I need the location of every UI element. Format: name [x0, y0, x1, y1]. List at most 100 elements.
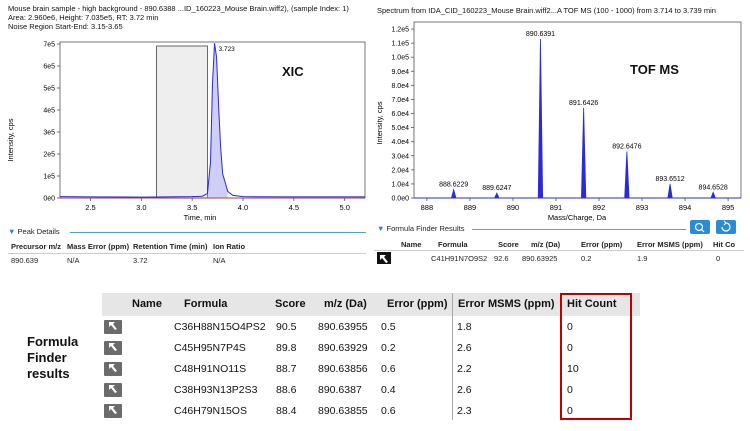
ff-big-row[interactable]: C38H93N13P2S3 88.6 890.6387 0.4 2.6 0	[102, 380, 640, 401]
arrow-icon	[109, 364, 117, 372]
ff-big-row[interactable]: C36H88N15O4PS2 90.5 890.63955 0.5 1.8 0	[102, 317, 640, 338]
ffb-cell-error-msms: 1.8	[457, 321, 472, 333]
ffb-cell-error: 0.6	[381, 363, 396, 375]
xic-title-line3: Noise Region Start-End: 3.15-3.65	[8, 22, 123, 31]
zoom-button[interactable]	[690, 220, 710, 234]
tof-xtick-label: 893	[636, 203, 649, 212]
tof-peak-label: 893.6512	[655, 176, 684, 183]
tof-peak	[537, 38, 544, 199]
peak-details-header[interactable]: ▼ Peak Details	[8, 227, 60, 237]
ffb-cell-formula: C36H88N15O4PS2	[174, 321, 266, 333]
ffb-cell-mz: 890.63855	[318, 405, 368, 417]
tof-peak	[493, 192, 500, 199]
collapse-triangle-icon[interactable]: ▼	[8, 227, 16, 236]
ffb-header-hit-count: Hit Count	[567, 298, 617, 310]
ffs-header-formula: Formula	[438, 240, 468, 249]
tof-label: TOF MS	[630, 62, 679, 77]
xic-ytick-label: 7e5	[43, 42, 55, 49]
xic-xtick-label: 4.5	[289, 203, 299, 212]
ffs-cell-mz: 890.63925	[522, 254, 558, 263]
row-select-button[interactable]	[104, 383, 122, 397]
arrow-icon	[380, 255, 388, 263]
ffb-header-error: Error (ppm)	[387, 298, 448, 310]
ff-big-table: Name Formula Score m/z (Da) Error (ppm) …	[102, 293, 640, 420]
caption-line1: Formula	[27, 334, 79, 349]
row-select-button[interactable]	[104, 362, 122, 376]
arrow-icon	[109, 385, 117, 393]
tof-ytick-label: 1.2e5	[391, 27, 409, 34]
ffb-cell-formula: C38H93N13P2S3	[174, 384, 258, 396]
tof-peak-label: 888.6229	[439, 182, 468, 189]
pd-header-mass-error: Mass Error (ppm)	[67, 242, 130, 251]
tof-ytick-label: 5.0e4	[391, 125, 409, 132]
tof-peak	[581, 107, 587, 199]
ffb-cell-formula: C46H79N15OS	[174, 405, 247, 417]
ff-big-row[interactable]: C45H95N7P4S 89.8 890.63929 0.2 2.6 0	[102, 338, 640, 359]
ffs-header-score: Score	[498, 240, 519, 249]
caption: Formula Finder results	[27, 334, 78, 382]
xic-chart: Intensity, cps 7e56e55e54e53e52e51e50e0 …	[6, 42, 366, 222]
pd-cell-precursor: 890.639	[11, 256, 39, 265]
row-select-button[interactable]	[377, 252, 391, 264]
tof-peak-label: 891.6426	[569, 100, 598, 107]
row-select-button[interactable]	[104, 341, 122, 355]
ffb-cell-mz: 890.63856	[318, 363, 368, 375]
pd-header-precursor: Precursor m/z	[11, 242, 62, 251]
ffb-header-formula: Formula	[184, 298, 228, 310]
tof-ytick-label: 8.0e4	[391, 83, 409, 90]
tof-peak	[450, 187, 457, 199]
tof-xtick-label: 891	[550, 203, 563, 212]
ffs-cell-hit-count: 0	[716, 254, 721, 263]
row-select-button[interactable]	[104, 404, 122, 418]
caption-line3: results	[27, 366, 70, 381]
ff-big-header-row: Name Formula Score m/z (Da) Error (ppm) …	[102, 294, 640, 315]
ffb-cell-score: 88.6	[276, 384, 297, 396]
ffb-cell-hit-count: 0	[567, 321, 573, 333]
ffs-cell-error-msms: 1.9	[637, 254, 648, 263]
ffb-cell-score: 88.7	[276, 363, 297, 375]
collapse-triangle-icon[interactable]: ▼	[377, 224, 385, 233]
pd-header-rt: Retention Time (min)	[133, 242, 208, 251]
ffs-header-error: Error (ppm)	[581, 240, 623, 249]
ffb-cell-score: 89.8	[276, 342, 297, 354]
xic-ytick-label: 5e5	[43, 86, 55, 93]
tof-peak	[624, 151, 630, 199]
ff-big-row[interactable]: C48H91NO11S 88.7 890.63856 0.6 2.2 10	[102, 359, 640, 380]
ffs-header-name: Name	[401, 240, 422, 249]
row-select-button[interactable]	[104, 320, 122, 334]
ff-small-header[interactable]: ▼ Formula Finder Results	[377, 224, 464, 234]
tof-ytick-label: 1.0e5	[391, 55, 409, 62]
tof-ytick-label: 3.0e4	[391, 153, 409, 160]
ffb-cell-hit-count: 0	[567, 405, 573, 417]
tof-ytick-label: 0.0e0	[391, 196, 409, 203]
tof-ytick-label: 7.0e4	[391, 97, 409, 104]
ff-small-title: Formula Finder Results	[386, 224, 465, 233]
pd-cell-mass-error: N/A	[67, 256, 80, 265]
ffb-cell-hit-count: 0	[567, 384, 573, 396]
ffb-cell-error: 0.4	[381, 384, 396, 396]
tof-ytick-label: 1.0e4	[391, 181, 409, 188]
xic-xtick-label: 5.0	[339, 203, 349, 212]
ff-big-row[interactable]: C46H79N15OS 88.4 890.63855 0.6 2.3 0	[102, 401, 640, 422]
xic-ytick-label: 2e5	[43, 152, 55, 159]
tof-ytick-label: 9.0e4	[391, 69, 409, 76]
xic-ylabel: Intensity, cps	[6, 118, 15, 161]
ffb-cell-error-msms: 2.6	[457, 342, 472, 354]
pd-header-ion-ratio: Ion Ratio	[213, 242, 246, 251]
ffb-cell-formula: C45H95N7P4S	[174, 342, 246, 354]
peak-details-title: Peak Details	[17, 227, 60, 236]
ffb-cell-hit-count: 10	[567, 363, 579, 375]
ff-small-table: Name Formula Score m/z (Da) Error (ppm) …	[374, 238, 744, 270]
ffb-cell-mz: 890.63955	[318, 321, 368, 333]
tof-xlabel: Mass/Charge, Da	[548, 213, 607, 222]
ffb-cell-score: 90.5	[276, 321, 297, 333]
xic-xlabel: Time, min	[184, 213, 217, 222]
refresh-icon	[721, 220, 731, 232]
tof-peak	[667, 183, 673, 199]
xic-noise-region	[156, 45, 208, 199]
tof-chart: Intensity, cps 1.2e5 1.1e5 1.0e5 9.0e4 8.0e4…	[375, 21, 742, 222]
tof-ytick-label: 6.0e4	[391, 111, 409, 118]
ffs-header-error-msms: Error MSMS (ppm)	[637, 240, 703, 249]
refresh-button[interactable]	[716, 220, 736, 234]
pd-cell-rt: 3.72	[133, 256, 148, 265]
